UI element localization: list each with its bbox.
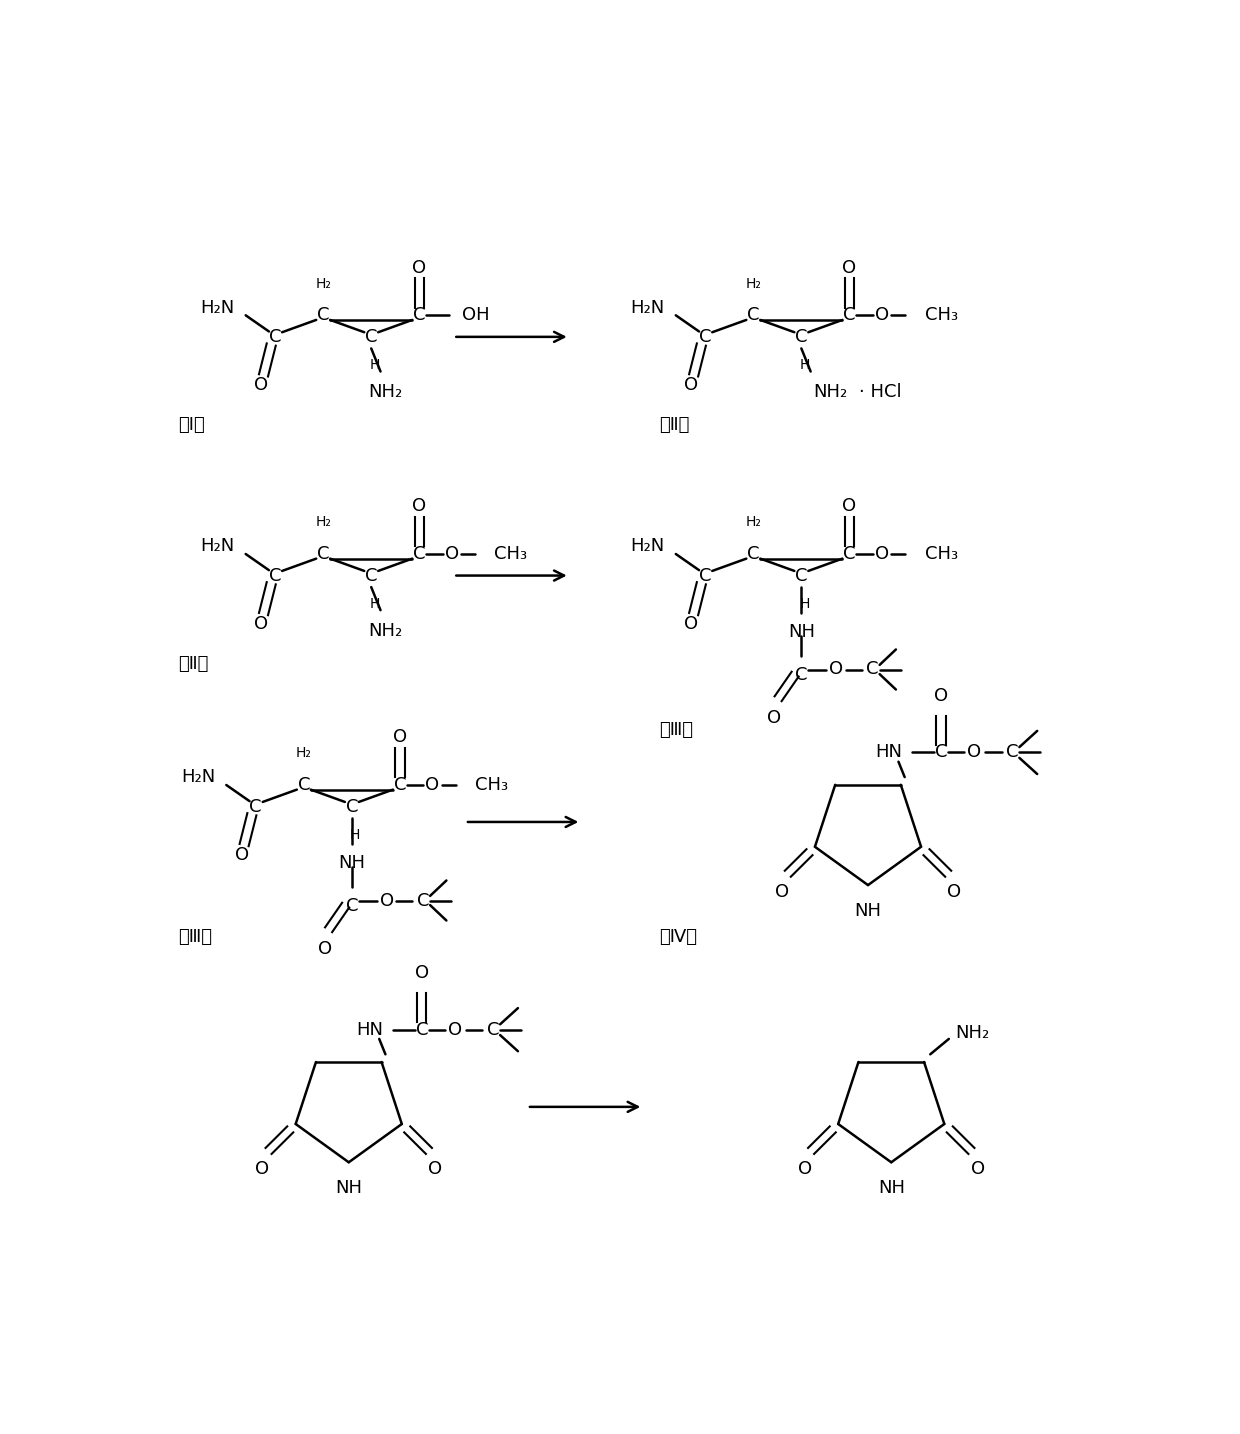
Text: O: O xyxy=(934,687,949,704)
Text: C: C xyxy=(795,667,807,684)
Text: CH₃: CH₃ xyxy=(925,307,957,324)
Text: H₂N: H₂N xyxy=(201,298,234,317)
Text: C: C xyxy=(413,545,425,564)
Text: NH₂: NH₂ xyxy=(368,622,402,640)
Text: O: O xyxy=(412,498,427,515)
Text: O: O xyxy=(775,883,789,901)
Text: H: H xyxy=(350,827,360,842)
Text: O: O xyxy=(684,615,698,632)
Text: C: C xyxy=(346,797,358,816)
Text: H₂: H₂ xyxy=(745,515,761,529)
Text: C: C xyxy=(393,776,407,794)
Text: C: C xyxy=(317,307,330,324)
Text: O: O xyxy=(254,376,268,394)
Text: O: O xyxy=(428,1160,443,1179)
Text: O: O xyxy=(947,883,961,901)
Text: O: O xyxy=(842,258,857,277)
Text: C: C xyxy=(843,545,856,564)
Text: C: C xyxy=(317,545,330,564)
Text: O: O xyxy=(234,846,249,865)
Text: NH₂: NH₂ xyxy=(368,383,402,402)
Text: O: O xyxy=(255,1160,269,1179)
Text: （Ⅰ）: （Ⅰ） xyxy=(179,416,205,435)
Text: NH: NH xyxy=(878,1179,905,1197)
Text: H: H xyxy=(370,358,379,373)
Text: O: O xyxy=(971,1160,985,1179)
Text: O: O xyxy=(425,776,439,794)
Text: O: O xyxy=(317,939,332,958)
Text: C: C xyxy=(746,545,760,564)
Text: NH: NH xyxy=(854,902,882,921)
Text: O: O xyxy=(415,964,429,982)
Text: H₂: H₂ xyxy=(745,277,761,291)
Text: NH₂: NH₂ xyxy=(813,383,847,402)
Text: CH₃: CH₃ xyxy=(475,776,508,794)
Text: C: C xyxy=(487,1021,500,1038)
Text: O: O xyxy=(393,728,407,746)
Text: C: C xyxy=(249,797,262,816)
Text: O: O xyxy=(842,498,857,515)
Text: （Ⅱ）: （Ⅱ） xyxy=(179,655,208,673)
Text: H₂N: H₂N xyxy=(631,298,665,317)
Text: H₂N: H₂N xyxy=(201,538,234,555)
Text: NH: NH xyxy=(787,624,815,641)
Text: O: O xyxy=(379,892,394,909)
Text: CH₃: CH₃ xyxy=(495,545,527,564)
Text: HN: HN xyxy=(356,1021,383,1038)
Text: C: C xyxy=(365,566,377,585)
Text: C: C xyxy=(365,328,377,346)
Text: （Ⅲ）: （Ⅲ） xyxy=(179,928,212,946)
Text: O: O xyxy=(768,708,781,727)
Text: C: C xyxy=(795,566,807,585)
Text: C: C xyxy=(935,743,947,761)
Text: O: O xyxy=(412,258,427,277)
Text: H₂: H₂ xyxy=(315,515,331,529)
Text: NH₂: NH₂ xyxy=(955,1024,990,1041)
Text: O: O xyxy=(830,661,843,678)
Text: （Ⅱ）: （Ⅱ） xyxy=(658,416,689,435)
Text: O: O xyxy=(967,743,982,761)
Text: O: O xyxy=(445,545,459,564)
Text: C: C xyxy=(843,307,856,324)
Text: HN: HN xyxy=(875,743,903,761)
Text: C: C xyxy=(298,776,310,794)
Text: NH: NH xyxy=(335,1179,362,1197)
Text: H: H xyxy=(800,597,810,611)
Text: O: O xyxy=(875,307,889,324)
Text: O: O xyxy=(797,1160,812,1179)
Text: C: C xyxy=(346,898,358,915)
Text: C: C xyxy=(699,566,712,585)
Text: C: C xyxy=(415,1021,428,1038)
Text: C: C xyxy=(699,328,712,346)
Text: NH: NH xyxy=(339,855,366,872)
Text: C: C xyxy=(413,307,425,324)
Text: CH₃: CH₃ xyxy=(925,545,957,564)
Text: C: C xyxy=(867,661,879,678)
Text: H₂: H₂ xyxy=(296,746,311,760)
Text: OH: OH xyxy=(461,307,490,324)
Text: H₂N: H₂N xyxy=(631,538,665,555)
Text: · HCl: · HCl xyxy=(859,383,903,402)
Text: O: O xyxy=(448,1021,463,1038)
Text: （Ⅳ）: （Ⅳ） xyxy=(658,928,697,946)
Text: C: C xyxy=(1006,743,1018,761)
Text: C: C xyxy=(269,328,281,346)
Text: C: C xyxy=(417,892,429,909)
Text: C: C xyxy=(795,328,807,346)
Text: O: O xyxy=(684,376,698,394)
Text: H₂: H₂ xyxy=(315,277,331,291)
Text: C: C xyxy=(746,307,760,324)
Text: C: C xyxy=(269,566,281,585)
Text: O: O xyxy=(254,615,268,632)
Text: H₂N: H₂N xyxy=(181,769,216,786)
Text: H: H xyxy=(370,597,379,611)
Text: （Ⅲ）: （Ⅲ） xyxy=(658,720,693,739)
Text: O: O xyxy=(875,545,889,564)
Text: H: H xyxy=(800,358,810,373)
